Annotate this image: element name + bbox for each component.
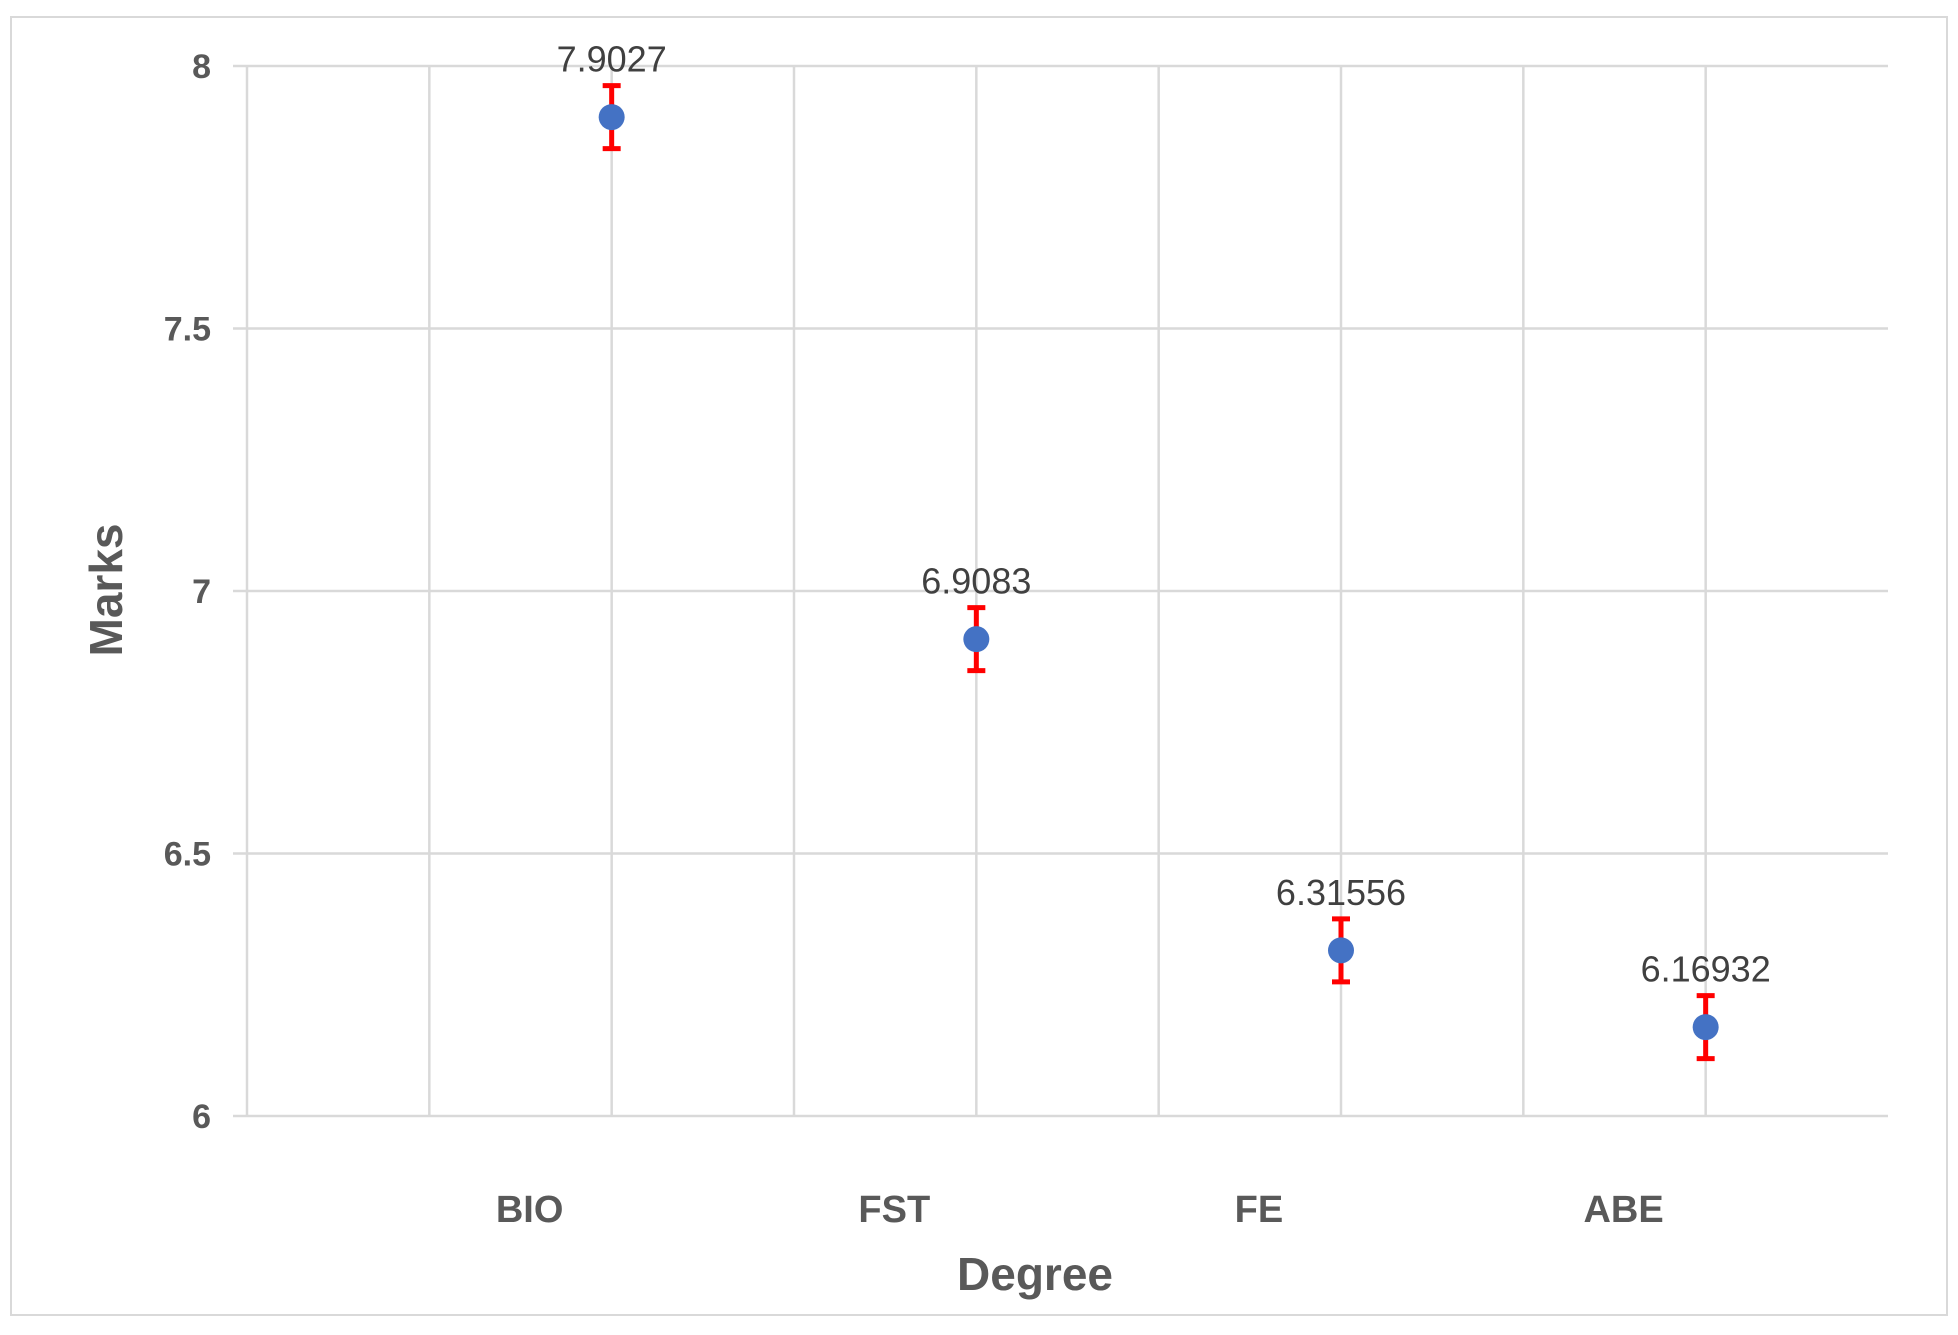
data-label: 6.31556: [1276, 872, 1406, 913]
y-tick-label: 6: [192, 1098, 211, 1136]
x-category-label: FE: [1235, 1189, 1284, 1231]
x-axis-categories: BIO FST FE ABE: [496, 1189, 1664, 1231]
data-point: [1328, 937, 1354, 964]
x-category-label: BIO: [496, 1189, 564, 1231]
data-point: [1692, 1014, 1719, 1041]
y-tick-label: 6.5: [164, 836, 211, 874]
y-tick-label: 8: [192, 48, 211, 86]
chart-frame: [10, 16, 1948, 1316]
x-axis-title: Degree: [957, 1248, 1113, 1300]
data-label: 6.16932: [1641, 949, 1771, 990]
data-point: [598, 104, 625, 131]
y-axis-title: Marks: [80, 524, 132, 657]
gridlines: [233, 64, 1888, 1118]
x-category-label: FST: [858, 1189, 930, 1231]
x-category-label: ABE: [1583, 1189, 1663, 1231]
y-tick-label: 7: [192, 573, 211, 611]
y-axis-ticks: 6 6.5 7 7.5 8: [164, 48, 211, 1136]
data-point: [963, 626, 990, 653]
data-label: 6.9083: [921, 561, 1031, 602]
y-tick-label: 7.5: [164, 311, 211, 349]
data-label: 7.9027: [557, 39, 667, 80]
data-series: 7.9027 6.9083 6.31556 6.16932: [557, 39, 1771, 1062]
